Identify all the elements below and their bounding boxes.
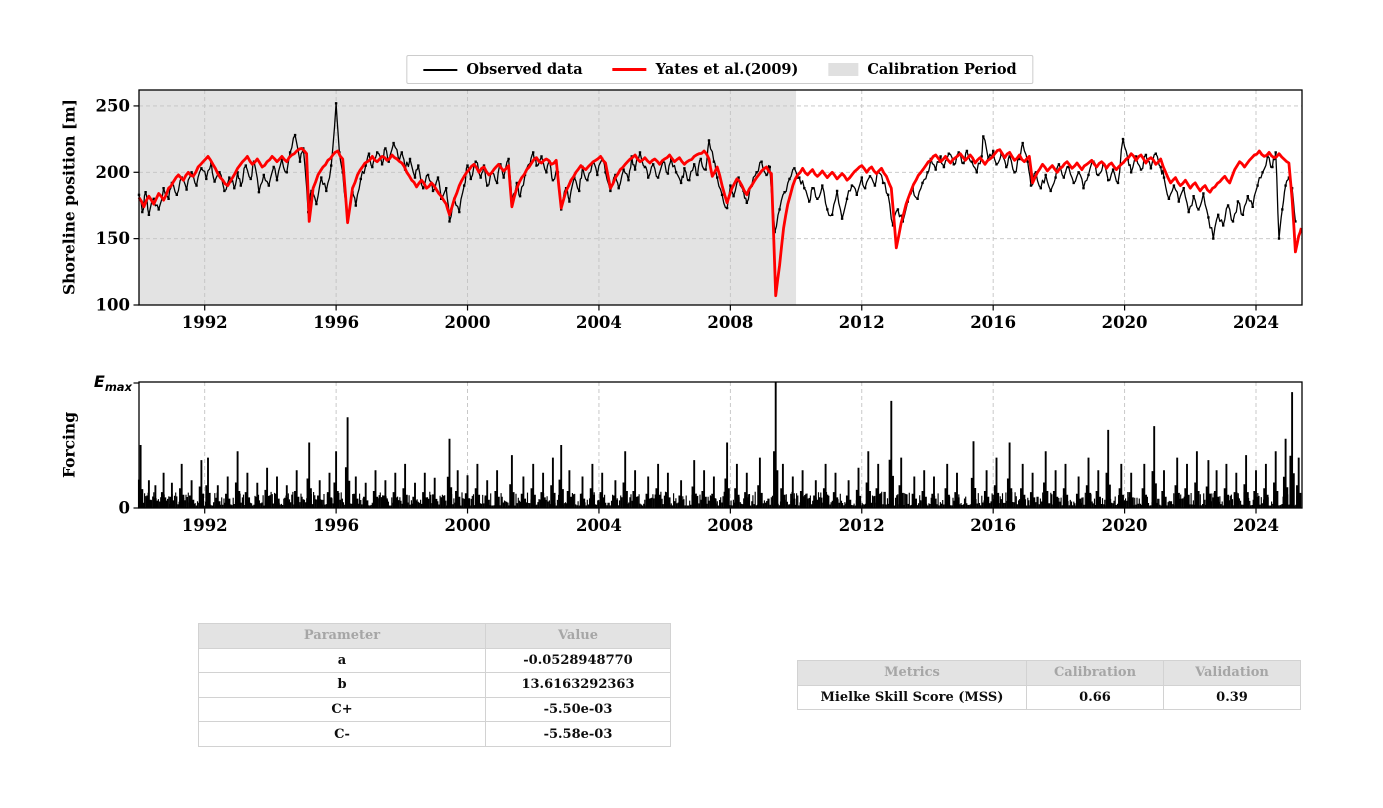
legend-item-model: Yates et al.(2009) xyxy=(612,61,799,78)
param-a-value: -0.0528948770 xyxy=(485,647,671,674)
parameter-table-header-row: Parameter Value xyxy=(198,623,671,649)
x-tick-label: 2016 xyxy=(970,516,1016,535)
param-a-label: a xyxy=(198,647,486,674)
table-row: C- -5.58e-03 xyxy=(198,721,671,747)
parameter-header: Parameter xyxy=(198,623,486,649)
table-row: b 13.6163292363 xyxy=(198,672,671,698)
x-tick-label: 2024 xyxy=(1233,516,1279,535)
table-row: a -0.0528948770 xyxy=(198,647,671,674)
table-row: C+ -5.50e-03 xyxy=(198,696,671,723)
x-tick-label: 2004 xyxy=(576,313,622,332)
calibration-patch-swatch xyxy=(828,63,859,76)
param-cminus-label: C- xyxy=(198,721,486,747)
x-tick-label: 2012 xyxy=(839,313,885,332)
x-tick-label: 2008 xyxy=(707,313,753,332)
y-tick-label: 200 xyxy=(96,163,130,182)
y-tick-label: 250 xyxy=(96,96,130,115)
param-cplus-value: -5.50e-03 xyxy=(485,696,671,723)
mss-validation-value: 0.39 xyxy=(1163,684,1301,711)
x-tick-label: 2012 xyxy=(839,516,885,535)
x-tick-label: 2016 xyxy=(970,313,1016,332)
table-row: Mielke Skill Score (MSS) 0.66 0.39 xyxy=(797,684,1301,711)
emax-tick-label: Emax xyxy=(93,371,132,394)
x-tick-label: 1992 xyxy=(182,313,228,332)
param-cminus-value: -5.58e-03 xyxy=(485,721,671,747)
forcing-y-axis-label: Forcing xyxy=(59,411,79,479)
model-line xyxy=(137,147,1303,298)
legend-item-observed: Observed data xyxy=(423,61,583,78)
legend-label-calibration: Calibration Period xyxy=(867,61,1017,78)
y-tick-label: 0 xyxy=(119,499,130,518)
param-b-value: 13.6163292363 xyxy=(485,672,671,698)
model-line-swatch xyxy=(612,68,647,71)
forcing-noise xyxy=(139,491,1301,508)
x-tick-label: 2024 xyxy=(1233,313,1279,332)
mss-label: Mielke Skill Score (MSS) xyxy=(797,684,1027,711)
x-tick-label: 1992 xyxy=(182,516,228,535)
x-tick-label: 2020 xyxy=(1102,516,1148,535)
x-tick-label: 2000 xyxy=(445,516,491,535)
forcing-spikes xyxy=(137,382,1302,508)
metrics-header: Metrics xyxy=(797,660,1027,686)
y-tick-label: 150 xyxy=(96,229,130,248)
param-cplus-label: C+ xyxy=(198,696,486,723)
y-tick-label: 100 xyxy=(96,296,130,315)
x-tick-label: 2008 xyxy=(707,516,753,535)
x-tick-label: 2000 xyxy=(445,313,491,332)
param-b-label: b xyxy=(198,672,486,698)
metrics-table-header-row: Metrics Calibration Validation xyxy=(797,660,1301,686)
calibration-header: Calibration xyxy=(1026,660,1164,686)
metrics-table: Metrics Calibration Validation Mielke Sk… xyxy=(797,660,1301,711)
legend-label-observed: Observed data xyxy=(466,61,583,78)
mss-calibration-value: 0.66 xyxy=(1026,684,1164,711)
legend-label-model: Yates et al.(2009) xyxy=(655,61,799,78)
legend: Observed data Yates et al.(2009) Calibra… xyxy=(406,55,1034,84)
shoreline-y-axis-label: Shoreline position [m] xyxy=(59,98,79,296)
validation-header: Validation xyxy=(1163,660,1301,686)
shoreline-plot-border xyxy=(138,89,1303,306)
x-tick-label: 2020 xyxy=(1102,313,1148,332)
legend-item-calibration: Calibration Period xyxy=(828,61,1017,78)
x-tick-label: 2004 xyxy=(576,516,622,535)
parameter-table: Parameter Value a -0.0528948770 b 13.616… xyxy=(198,623,671,747)
forcing-plot-border xyxy=(138,381,1303,509)
observed-line-swatch xyxy=(423,68,458,71)
x-tick-label: 1996 xyxy=(313,516,359,535)
value-header: Value xyxy=(485,623,671,649)
x-tick-label: 1996 xyxy=(313,313,359,332)
